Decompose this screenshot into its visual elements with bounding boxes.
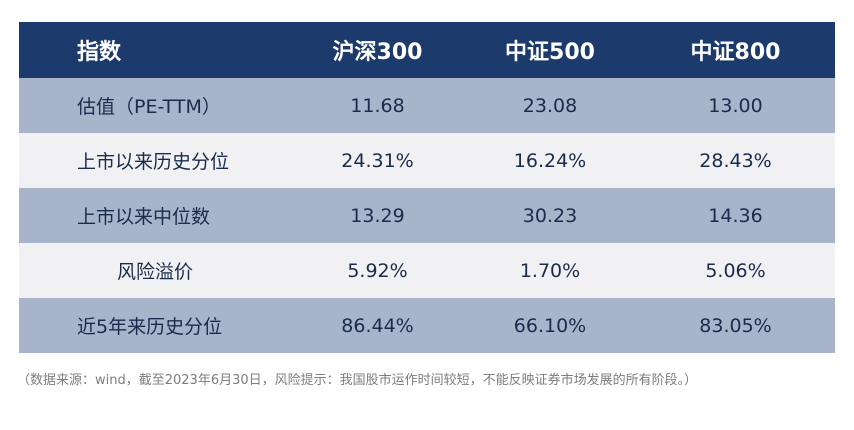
table-header: 指数 沪深300 中证500 中证800 [19,22,835,78]
table-row-historical-percentile: 上市以来历史分位 24.31% 16.24% 28.43% [19,133,835,188]
cell-csi800: 14.36 [636,188,835,243]
cell-hs300: 11.68 [291,78,464,133]
table-row-median: 上市以来中位数 13.29 30.23 14.36 [19,188,835,243]
header-hs300: 沪深300 [291,22,464,78]
header-index: 指数 [19,22,291,78]
cell-csi500: 1.70% [464,243,636,298]
cell-csi500: 30.23 [464,188,636,243]
row-label: 上市以来历史分位 [19,133,291,188]
header-row: 指数 沪深300 中证500 中证800 [19,22,835,78]
cell-csi800: 83.05% [636,298,835,353]
cell-csi500: 23.08 [464,78,636,133]
valuation-table-container: 指数 沪深300 中证500 中证800 估值（PE-TTM） 11.68 23… [19,22,835,353]
table-row-pe-ttm: 估值（PE-TTM） 11.68 23.08 13.00 [19,78,835,133]
cell-csi500: 16.24% [464,133,636,188]
valuation-table: 指数 沪深300 中证500 中证800 估值（PE-TTM） 11.68 23… [19,22,835,353]
cell-hs300: 5.92% [291,243,464,298]
header-csi500: 中证500 [464,22,636,78]
cell-csi500: 66.10% [464,298,636,353]
cell-hs300: 86.44% [291,298,464,353]
header-csi800: 中证800 [636,22,835,78]
row-label: 估值（PE-TTM） [19,78,291,133]
table-row-risk-premium: 风险溢价 5.92% 1.70% 5.06% [19,243,835,298]
table-row-5yr-percentile: 近5年来历史分位 86.44% 66.10% 83.05% [19,298,835,353]
cell-hs300: 24.31% [291,133,464,188]
table-body: 估值（PE-TTM） 11.68 23.08 13.00 上市以来历史分位 24… [19,78,835,353]
row-label: 风险溢价 [19,243,291,298]
row-label: 上市以来中位数 [19,188,291,243]
cell-csi800: 28.43% [636,133,835,188]
cell-csi800: 5.06% [636,243,835,298]
source-note: （数据来源：wind，截至2023年6月30日，风险提示：我国股市运作时间较短，… [17,373,698,388]
row-label: 近5年来历史分位 [19,298,291,353]
cell-csi800: 13.00 [636,78,835,133]
cell-hs300: 13.29 [291,188,464,243]
